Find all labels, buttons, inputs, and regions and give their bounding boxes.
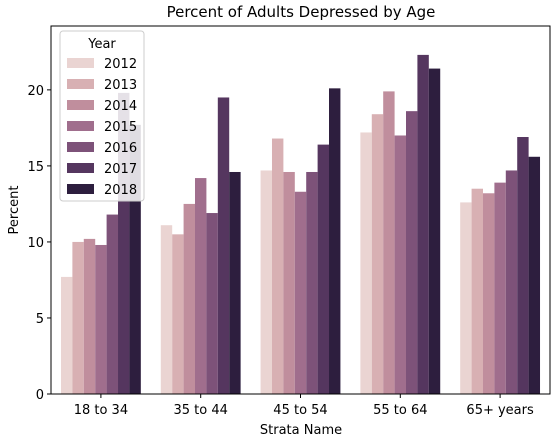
bar-2013-2 xyxy=(172,234,184,394)
bar-2016-2 xyxy=(206,213,218,394)
legend-label-2012: 2012 xyxy=(104,57,137,72)
x-tick-label: 45 to 54 xyxy=(273,403,327,418)
bar-2017-4 xyxy=(417,54,429,394)
legend-swatch-2015 xyxy=(67,121,94,131)
legend-swatch-2016 xyxy=(67,142,94,152)
bar-2017-2 xyxy=(217,97,230,395)
legend-title: Year xyxy=(87,37,116,52)
y-axis-label: Percent xyxy=(7,186,22,235)
bar-2018-3 xyxy=(329,88,341,394)
bar-2012-1 xyxy=(60,276,73,394)
legend-label-2016: 2016 xyxy=(104,141,137,156)
bar-2013-5 xyxy=(471,188,483,394)
y-tick-label: 10 xyxy=(27,236,44,251)
bar-2015-1 xyxy=(95,244,107,394)
x-tick-label: 35 to 44 xyxy=(173,403,227,418)
bar-2014-1 xyxy=(83,238,96,394)
bar-2012-5 xyxy=(460,202,472,394)
bar-2014-4 xyxy=(383,91,395,394)
legend-label-2018: 2018 xyxy=(104,183,137,198)
legend: Year 2012 2013 2014 2015 2016 2017 2018 xyxy=(59,30,145,202)
legend-swatch-2018 xyxy=(67,184,94,194)
bar-2017-5 xyxy=(517,137,529,394)
bar-2016-5 xyxy=(505,170,518,394)
legend-frame xyxy=(59,30,145,202)
legend-swatch-2013 xyxy=(67,79,94,89)
y-tick-label: 0 xyxy=(36,388,44,403)
x-axis-label: Strata Name xyxy=(260,423,342,438)
y-tick-label: 20 xyxy=(27,84,44,99)
bars-group xyxy=(60,54,541,395)
bar-2016-3 xyxy=(306,171,318,394)
legend-label-2015: 2015 xyxy=(104,120,137,135)
x-tick-label: 18 to 34 xyxy=(74,403,128,418)
chart-title: Percent of Adults Depressed by Age xyxy=(167,3,436,21)
bar-2014-5 xyxy=(482,193,495,394)
bar-2015-4 xyxy=(394,135,407,394)
legend-swatch-2017 xyxy=(67,163,94,173)
bar-2018-1 xyxy=(129,124,141,395)
legend-label-2014: 2014 xyxy=(104,99,137,114)
x-tick-label: 65+ years xyxy=(466,403,534,418)
bar-2015-3 xyxy=(294,191,307,394)
x-axis: 18 to 34 35 to 44 45 to 54 55 to 64 65+ year… xyxy=(74,394,534,418)
legend-swatch-2012 xyxy=(67,58,94,68)
legend-label-2013: 2013 xyxy=(104,78,137,93)
bar-2013-3 xyxy=(271,138,284,394)
bar-2016-1 xyxy=(106,214,119,394)
x-tick-label: 55 to 64 xyxy=(373,403,427,418)
legend-label-2017: 2017 xyxy=(104,162,137,177)
bar-2017-3 xyxy=(317,144,330,394)
bar-2015-2 xyxy=(194,178,207,394)
y-tick-label: 15 xyxy=(27,160,44,175)
bar-2015-5 xyxy=(494,182,506,394)
legend-swatch-2014 xyxy=(67,100,94,110)
bar-2012-4 xyxy=(360,132,372,394)
bar-2018-4 xyxy=(428,68,441,394)
bar-2012-3 xyxy=(260,170,272,394)
bar-2018-5 xyxy=(528,156,541,394)
legend-items: 2012 2013 2014 2015 2016 2017 2018 xyxy=(67,57,137,198)
bar-2013-1 xyxy=(72,241,84,394)
bar-2017-1 xyxy=(118,92,130,394)
bar-2013-4 xyxy=(371,114,384,394)
bar-2014-2 xyxy=(183,203,195,394)
bar-2018-2 xyxy=(229,171,241,394)
y-axis: 0 5 10 15 20 xyxy=(27,84,51,403)
bar-2014-3 xyxy=(283,171,295,394)
y-tick-label: 5 xyxy=(36,312,44,327)
bar-2012-2 xyxy=(160,225,173,394)
bar-2016-4 xyxy=(406,111,418,394)
